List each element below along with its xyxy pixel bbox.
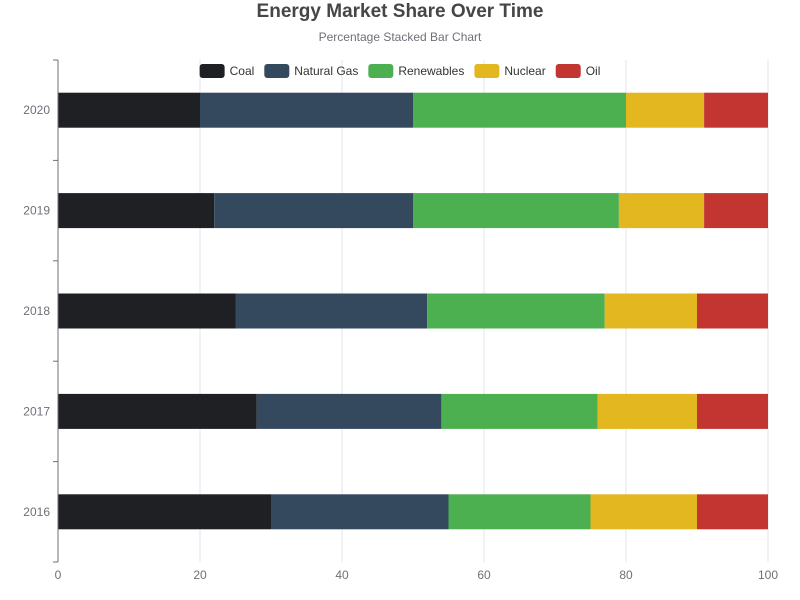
legend-label: Nuclear <box>504 64 545 78</box>
bar-segment <box>697 494 768 530</box>
legend-swatch <box>368 64 394 78</box>
bar-segment <box>604 293 697 329</box>
bar-segment <box>597 393 697 429</box>
y-tick-label: 2020 <box>23 103 50 117</box>
bar-segment <box>58 393 257 429</box>
legend-swatch <box>555 64 581 78</box>
axes: 0 20 40 60 80 100 2016 2017 2018 2019 2020 <box>23 59 778 582</box>
bar-segment <box>413 193 619 229</box>
bar-segment <box>626 92 705 128</box>
bar-segment <box>200 92 413 128</box>
bar-segment <box>58 92 200 128</box>
legend-label: Coal <box>230 64 255 78</box>
y-tick-label: 2019 <box>23 204 50 218</box>
x-tick-label: 20 <box>193 568 207 582</box>
bar-segment <box>235 293 428 329</box>
bar-segment <box>58 193 215 229</box>
legend-swatch <box>474 64 500 78</box>
bar-segment <box>704 193 768 229</box>
y-tick-label: 2016 <box>23 505 50 519</box>
bar-segment <box>697 393 768 429</box>
bar-segment <box>413 92 626 128</box>
x-tick-label: 40 <box>335 568 349 582</box>
x-tick-label: 0 <box>55 568 62 582</box>
bar-segment <box>58 494 271 530</box>
bar-segment <box>214 193 413 229</box>
x-tick-label: 100 <box>758 568 778 582</box>
bar-segment <box>58 293 236 329</box>
legend-label: Natural Gas <box>294 64 358 78</box>
x-tick-label: 80 <box>619 568 633 582</box>
chart-subtitle: Percentage Stacked Bar Chart <box>318 30 482 44</box>
legend-swatch <box>264 64 290 78</box>
bar-segment <box>618 193 705 229</box>
bar-segment <box>427 293 605 329</box>
legend-label: Renewables <box>398 64 464 78</box>
bar-segment <box>590 494 697 530</box>
x-tick-label: 60 <box>477 568 491 582</box>
bar-segment <box>448 494 591 530</box>
y-tick-label: 2017 <box>23 404 50 418</box>
legend-label: Oil <box>586 64 601 78</box>
bars <box>58 92 768 530</box>
bar-segment <box>441 393 598 429</box>
legend: Coal Natural Gas Renewables Nuclear Oil <box>199 64 601 78</box>
chart-title: Energy Market Share Over Time <box>256 1 544 22</box>
y-tick-label: 2018 <box>23 304 50 318</box>
legend-swatch <box>199 64 225 78</box>
bar-segment <box>697 293 768 329</box>
bar-segment <box>704 92 768 128</box>
bar-segment <box>271 494 449 530</box>
bar-segment <box>256 393 442 429</box>
